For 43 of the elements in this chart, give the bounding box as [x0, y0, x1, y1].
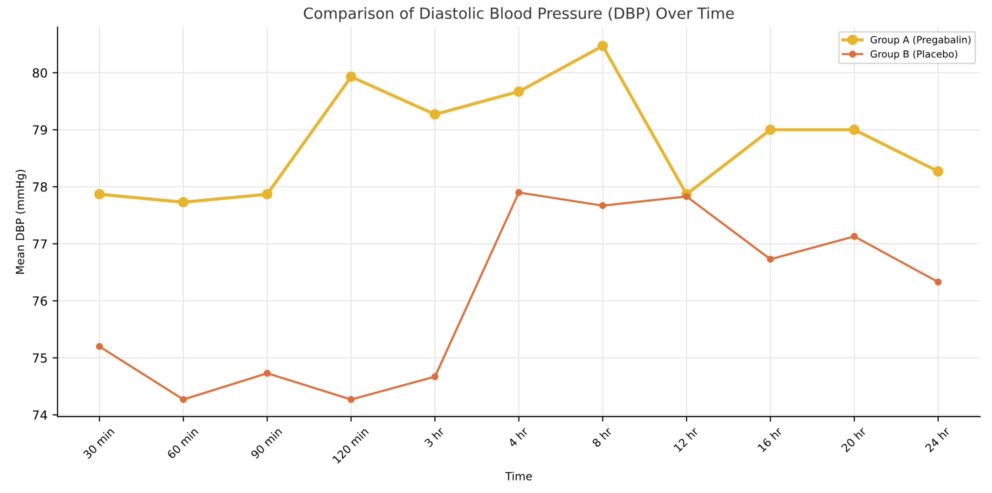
- x-tick-label: 12 hr: [673, 426, 700, 452]
- x-axis-title: Time: [505, 472, 532, 480]
- point: [515, 189, 522, 196]
- y-tick-label: 77: [32, 239, 47, 249]
- x-tick-label: 16 hr: [757, 426, 784, 452]
- point: [262, 188, 272, 200]
- chart-title: Comparison of Diastolic Blood Pressure (DBP) Over Time: [304, 7, 734, 22]
- point: [431, 373, 438, 380]
- y-tick-label: 78: [32, 182, 47, 192]
- y-tick-label: 74: [32, 410, 48, 420]
- y-axis-title: Mean DBP (mmHg): [16, 170, 26, 274]
- legend-label: Group A (Pregabalin): [870, 36, 971, 46]
- x-tick-label: 20 hr: [840, 426, 867, 453]
- point: [348, 396, 355, 403]
- x-tick-label: 4 hr: [508, 426, 529, 448]
- point: [934, 278, 942, 286]
- y-tick-label: 75: [32, 353, 47, 363]
- y-tick-label: 79: [32, 125, 47, 135]
- point: [850, 232, 858, 240]
- point: [180, 396, 187, 403]
- point: [96, 342, 103, 350]
- point: [597, 40, 608, 52]
- point: [178, 196, 189, 208]
- point: [766, 256, 774, 263]
- x-tick-label: 30 min: [82, 426, 115, 460]
- point: [346, 72, 356, 82]
- y-tick-label: 76: [32, 296, 48, 306]
- point: [94, 188, 105, 200]
- point: [599, 202, 606, 210]
- point: [849, 124, 860, 135]
- point: [932, 166, 944, 177]
- x-tick-label: 60 min: [166, 426, 199, 460]
- legend-label: Group B (Placebo): [870, 50, 958, 60]
- point: [430, 109, 440, 120]
- point: [264, 370, 271, 377]
- x-tick-label: 8 hr: [592, 426, 613, 448]
- x-tick-label: 120 min: [332, 426, 369, 464]
- point: [514, 86, 524, 97]
- x-tick-label: 3 hr: [424, 426, 446, 448]
- x-tick-label: 90 min: [250, 426, 282, 460]
- point: [765, 124, 776, 135]
- x-tick-label: 24 hr: [924, 426, 951, 452]
- y-tick-label: 80: [32, 68, 47, 78]
